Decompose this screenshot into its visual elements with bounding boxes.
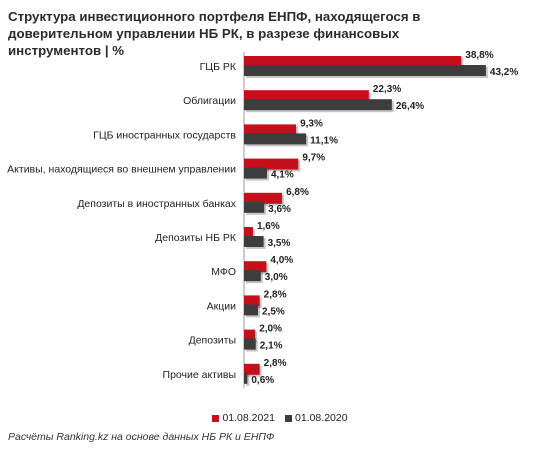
bar-2021 (244, 192, 283, 204)
category-label: Депозиты (189, 335, 236, 347)
data-label-2020: 3,0% (265, 272, 288, 283)
bar-2021 (244, 227, 253, 238)
category-label: Прочие активы (163, 369, 236, 381)
data-label-2020: 11,1% (310, 135, 338, 146)
data-label-2021: 6,8% (286, 187, 309, 198)
bar-2021 (244, 295, 260, 307)
data-label-2021: 9,3% (300, 118, 323, 129)
category-label: Депозиты в иностранных банках (77, 198, 236, 210)
legend-swatch-2020 (285, 414, 292, 422)
bar-chart: ГЦБ РК 38,8% 43,2% Облигации 22,3% 26,4% ГЦБ и… (7, 50, 518, 388)
bar-2020 (244, 167, 267, 179)
bar-2021 (244, 56, 462, 67)
bar-2021 (244, 158, 299, 170)
data-label-2021: 2,8% (264, 289, 287, 300)
data-label-2020: 3,6% (268, 204, 291, 215)
bar-2020 (244, 133, 307, 145)
bar-2020 (244, 201, 265, 213)
data-label-2020: 26,4% (396, 101, 424, 112)
data-label-2020: 3,5% (268, 238, 291, 249)
data-label-2020: 2,1% (260, 341, 283, 352)
category-label: ГЦБ РК (200, 61, 237, 73)
data-label-2021: 38,8% (465, 50, 493, 61)
legend-item-2020: 01.08.2020 (285, 412, 348, 424)
legend-label-2021: 01.08.2021 (222, 412, 275, 424)
category-label: Депозиты НБ РК (155, 232, 237, 244)
category-label: МФО (211, 266, 236, 278)
category-label: Облигации (183, 95, 236, 107)
source-note: Расчёты Ranking.kz на основе данных НБ Р… (8, 431, 275, 443)
legend: 01.08.2021 01.08.2020 (0, 411, 560, 425)
bar-2021 (244, 124, 297, 136)
bar-2020 (244, 372, 248, 384)
bar-2021 (244, 90, 369, 102)
bar-2021 (244, 363, 260, 375)
bar-2020 (244, 270, 261, 282)
bar-2020 (244, 65, 486, 76)
category-label: Акции (207, 300, 236, 312)
bar-2020 (244, 338, 256, 350)
data-label-2021: 1,6% (257, 221, 280, 232)
data-label-2021: 2,8% (264, 358, 287, 369)
category-label: Активы, находящиеся во внешнем управлени… (7, 164, 236, 176)
legend-item-2021: 01.08.2021 (212, 412, 275, 424)
bar-2020 (244, 304, 258, 316)
data-label-2021: 9,7% (302, 153, 325, 164)
data-label-2020: 2,5% (262, 306, 285, 317)
bar-2021 (244, 261, 267, 273)
data-label-2020: 43,2% (490, 67, 518, 78)
bar-shadow (246, 374, 250, 386)
data-label-2021: 2,0% (259, 324, 282, 335)
bar-2021 (244, 329, 256, 341)
bar-2020 (244, 236, 264, 247)
chart-title: Структура инвестиционного портфеля ЕНПФ,… (8, 9, 421, 58)
data-label-2021: 4,0% (270, 255, 293, 266)
legend-swatch-2021 (212, 414, 220, 422)
data-label-2020: 4,1% (271, 170, 294, 181)
legend-label-2020: 01.08.2020 (295, 412, 348, 424)
data-label-2020: 0,6% (251, 375, 274, 386)
bar-2020 (244, 99, 392, 111)
data-label-2021: 22,3% (373, 84, 401, 95)
category-label: ГЦБ иностранных государств (93, 129, 236, 141)
